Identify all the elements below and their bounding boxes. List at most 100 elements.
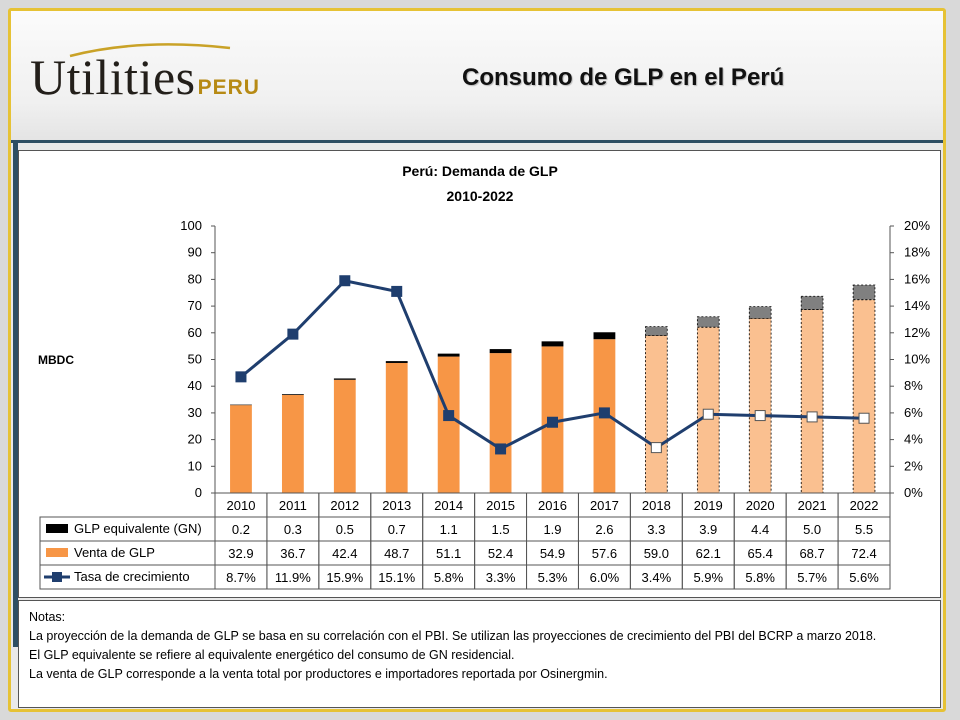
- x-tick-label: 2019: [694, 498, 723, 513]
- x-tick-label: 2020: [746, 498, 775, 513]
- data-label: 32.9: [228, 546, 253, 561]
- legend-label: Venta de GLP: [74, 545, 155, 560]
- data-label: 5.8%: [745, 570, 775, 585]
- point-tasa-crecimiento: [858, 412, 870, 424]
- notes-heading: Notas:: [29, 610, 66, 624]
- x-tick-label: 2022: [850, 498, 879, 513]
- y2-tick-label: 10%: [904, 352, 930, 367]
- notes-line: El GLP equivalente se refiere al equival…: [29, 648, 515, 662]
- data-label: 62.1: [696, 546, 721, 561]
- point-tasa-crecimiento: [443, 410, 455, 422]
- bar-glp-equivalente: [333, 378, 356, 380]
- bar-glp-equivalente: [230, 404, 252, 406]
- bar-venta: [800, 309, 824, 494]
- data-label: 8.7%: [226, 570, 256, 585]
- bar-venta: [333, 379, 356, 493]
- point-tasa-crecimiento: [235, 371, 247, 383]
- data-label: 0.2: [232, 522, 250, 537]
- legend-label: Tasa de crecimiento: [74, 569, 190, 584]
- y-tick-label: 40: [188, 378, 202, 393]
- left-accent-bar: [13, 142, 18, 647]
- data-label: 5.8%: [434, 570, 464, 585]
- data-label: 42.4: [332, 546, 357, 561]
- y-tick-label: 0: [195, 485, 202, 500]
- bar-glp-equivalente: [489, 349, 512, 354]
- data-label: 1.1: [440, 522, 458, 537]
- x-tick-label: 2021: [798, 498, 827, 513]
- data-label: 5.0: [803, 522, 821, 537]
- x-tick-label: 2013: [382, 498, 411, 513]
- data-label: 0.7: [388, 522, 406, 537]
- data-label: 59.0: [644, 546, 669, 561]
- bar-venta: [489, 353, 512, 493]
- point-tasa-crecimiento: [754, 410, 766, 422]
- x-tick-label: 2015: [486, 498, 515, 513]
- y2-tick-label: 12%: [904, 325, 930, 340]
- y2-tick-label: 18%: [904, 245, 930, 260]
- logo-main-text: Utilities: [30, 49, 196, 105]
- data-label: 0.5: [336, 522, 354, 537]
- table-cell: [837, 564, 891, 590]
- data-label: 15.9%: [326, 570, 363, 585]
- y2-tick-label: 2%: [904, 458, 923, 473]
- bar-glp-equivalente: [541, 341, 564, 347]
- y-tick-label: 20: [188, 432, 202, 447]
- logo-arc-icon: [69, 43, 231, 58]
- data-label: 5.9%: [693, 570, 723, 585]
- x-tick-label: 2018: [642, 498, 671, 513]
- data-label: 11.9%: [275, 570, 311, 585]
- y-tick-label: 60: [188, 325, 202, 340]
- data-label: 5.5: [855, 522, 873, 537]
- y2-tick-label: 16%: [904, 271, 930, 286]
- slide-title: Consumo de GLP en el Perú: [462, 64, 785, 91]
- data-label: 3.9: [699, 522, 717, 537]
- point-tasa-crecimiento: [547, 416, 558, 428]
- point-tasa-crecimiento: [650, 442, 662, 454]
- data-label: 3.4%: [642, 570, 672, 585]
- bar-glp-equivalente: [696, 316, 720, 328]
- point-tasa-crecimiento: [391, 285, 403, 297]
- data-label: 57.6: [592, 546, 617, 561]
- chart-subtitle: 2010-2022: [446, 188, 514, 204]
- y-tick-label: 10: [188, 458, 202, 473]
- data-label: 68.7: [799, 546, 824, 561]
- chart-title: Perú: Demanda de GLP: [402, 163, 558, 179]
- legend-marker: [52, 572, 62, 582]
- x-tick-label: 2014: [434, 498, 463, 513]
- x-tick-label: 2010: [227, 498, 256, 513]
- data-label: 4.4: [751, 522, 769, 537]
- chart-box: [18, 150, 941, 598]
- bar-glp-equivalente: [385, 361, 408, 363]
- data-label: 1.9: [543, 522, 561, 537]
- data-label: 15.1%: [378, 570, 415, 585]
- data-label: 3.3: [647, 522, 665, 537]
- y-tick-label: 50: [188, 352, 202, 367]
- y2-tick-label: 14%: [904, 298, 930, 313]
- data-label: 2.6: [595, 522, 613, 537]
- bar-venta: [852, 299, 876, 494]
- data-label: 0.3: [284, 522, 302, 537]
- bar-venta: [385, 362, 408, 493]
- y2-tick-label: 6%: [904, 405, 923, 420]
- y2-tick-label: 20%: [904, 218, 930, 233]
- data-label: 6.0%: [590, 570, 620, 585]
- data-label: 51.1: [436, 546, 461, 561]
- y2-tick-label: 8%: [904, 378, 923, 393]
- x-tick-label: 2011: [279, 498, 307, 513]
- bar-venta: [281, 395, 304, 493]
- data-label: 52.4: [488, 546, 513, 561]
- legend-swatch: [46, 524, 68, 533]
- data-label: 48.7: [384, 546, 409, 561]
- bar-glp-equivalente: [645, 326, 668, 336]
- y-axis-label: MBDC: [38, 353, 74, 367]
- data-label: 1.5: [492, 522, 510, 537]
- point-tasa-crecimiento: [806, 411, 818, 423]
- bar-venta: [230, 405, 252, 493]
- bar-glp-equivalente: [593, 332, 616, 340]
- point-tasa-crecimiento: [339, 275, 351, 287]
- point-tasa-crecimiento: [495, 443, 507, 455]
- x-tick-label: 2016: [538, 498, 567, 513]
- data-label: 54.9: [540, 546, 565, 561]
- bar-glp-equivalente: [748, 306, 772, 319]
